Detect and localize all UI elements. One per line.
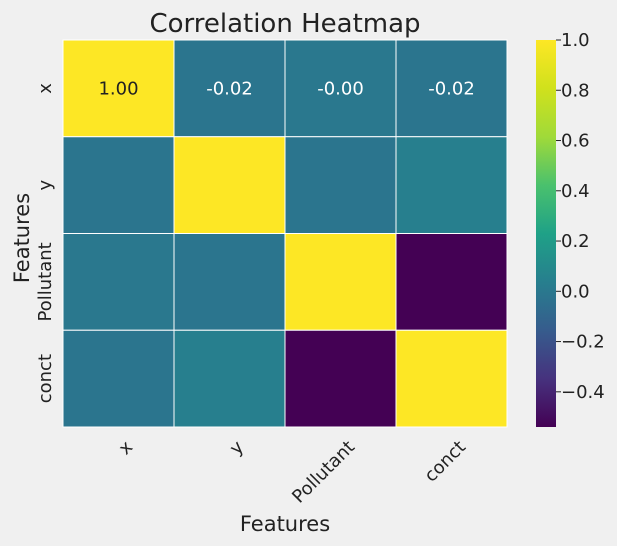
heatmap-cell-1-3 bbox=[395, 136, 508, 234]
colorbar-tick-label: 0.6 bbox=[561, 131, 590, 152]
x-tick-label: Pollutant bbox=[288, 437, 359, 508]
y-tick-label: x bbox=[35, 83, 56, 94]
heatmap-cell-1-0 bbox=[62, 136, 175, 234]
heatmap-cell-2-2 bbox=[284, 233, 397, 331]
x-tick-label: x bbox=[115, 436, 138, 459]
y-tick-label: Pollutant bbox=[35, 242, 56, 321]
heatmap-cells bbox=[62, 39, 508, 428]
x-tick-label: conct bbox=[420, 437, 470, 487]
colorbar-tick-label: 1.0 bbox=[561, 30, 590, 51]
x-axis-ticks: x y Pollutant conct bbox=[115, 436, 470, 507]
cell-value-label: -0.00 bbox=[317, 78, 364, 99]
cell-value-label: -0.02 bbox=[428, 78, 475, 99]
chart-title: Correlation Heatmap bbox=[149, 9, 420, 39]
colorbar-tick-label: 0.8 bbox=[561, 80, 590, 101]
colorbar-tick-label: 0.0 bbox=[561, 281, 590, 302]
heatmap-cell-0-0 bbox=[62, 39, 175, 138]
cell-value-label: 1.00 bbox=[98, 78, 138, 99]
y-tick-label: y bbox=[35, 179, 56, 190]
y-tick-label: conct bbox=[35, 354, 56, 403]
heatmap-cell-3-1 bbox=[173, 329, 286, 428]
colorbar-tick-label: −0.4 bbox=[561, 382, 605, 403]
colorbar-tick-label: 0.2 bbox=[561, 231, 590, 252]
heatmap-cell-0-2 bbox=[284, 39, 397, 138]
y-axis-ticks: x y Pollutant conct bbox=[35, 83, 56, 404]
colorbar-ticks: 1.0 0.8 0.6 0.4 0.2 0.0 −0.2 −0.4 bbox=[556, 30, 605, 403]
colorbar-tick-label: 0.4 bbox=[561, 181, 590, 202]
x-tick-label: y bbox=[226, 436, 249, 459]
heatmap-cell-0-1 bbox=[173, 39, 286, 138]
colorbar bbox=[536, 40, 556, 427]
heatmap-cell-2-1 bbox=[173, 233, 286, 331]
colorbar-tick-label: −0.2 bbox=[561, 332, 605, 353]
heatmap-cell-1-2 bbox=[284, 136, 397, 234]
x-axis-label: Features bbox=[240, 512, 330, 536]
heatmap-cell-3-2 bbox=[284, 329, 397, 428]
cell-value-label: -0.02 bbox=[206, 78, 253, 99]
heatmap-cell-2-3 bbox=[395, 233, 508, 331]
heatmap-cell-3-3 bbox=[395, 329, 508, 428]
heatmap-cell-2-0 bbox=[62, 233, 175, 331]
heatmap-cell-1-1 bbox=[173, 136, 286, 234]
cell-annotations: 1.00 -0.02 -0.00 -0.02 bbox=[98, 78, 474, 99]
heatmap-cell-3-0 bbox=[62, 329, 175, 428]
y-axis-label: Features bbox=[10, 193, 34, 283]
heatmap-cell-0-3 bbox=[395, 39, 508, 138]
